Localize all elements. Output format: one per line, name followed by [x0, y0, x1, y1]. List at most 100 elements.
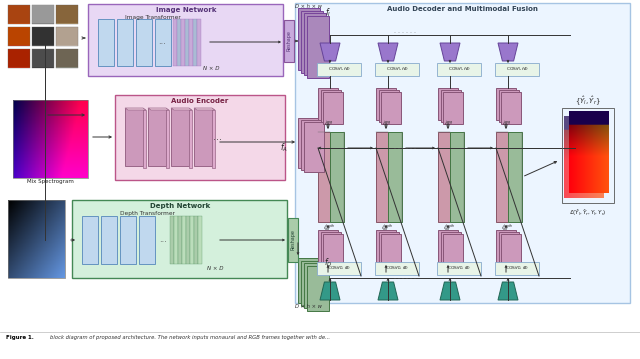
Bar — [318, 88, 338, 120]
Bar — [508, 132, 522, 222]
Bar — [186, 216, 190, 264]
Bar — [189, 110, 192, 168]
Bar — [43, 5, 54, 14]
Polygon shape — [171, 108, 192, 110]
Bar — [378, 90, 399, 122]
Bar — [190, 216, 194, 264]
Text: Reshape: Reshape — [287, 31, 291, 51]
Bar — [155, 19, 171, 66]
Bar — [136, 19, 152, 66]
Bar — [171, 108, 189, 166]
Polygon shape — [148, 108, 169, 110]
Bar — [174, 216, 178, 264]
Bar — [376, 230, 396, 262]
Bar — [8, 27, 30, 46]
Bar — [193, 19, 197, 66]
Bar — [298, 258, 320, 303]
Text: $f^{img}_{att}$: $f^{img}_{att}$ — [502, 118, 512, 130]
Bar — [496, 88, 516, 120]
Text: $\mathrm{COS}(f_D, f_A)$: $\mathrm{COS}(f_D, f_A)$ — [327, 265, 351, 272]
Bar — [301, 10, 323, 73]
Bar — [438, 132, 450, 222]
Bar — [56, 36, 67, 45]
Bar — [56, 5, 67, 14]
Bar — [67, 49, 78, 58]
Bar — [8, 5, 30, 24]
Text: D × h × w: D × h × w — [294, 304, 321, 309]
Bar — [19, 14, 30, 23]
Bar — [8, 27, 19, 36]
Text: Figure 1.: Figure 1. — [6, 336, 36, 340]
Bar — [56, 49, 78, 68]
Bar — [438, 88, 458, 120]
Bar — [378, 232, 399, 264]
Bar — [32, 27, 54, 46]
Bar — [438, 230, 458, 262]
Bar — [298, 118, 318, 168]
Bar — [185, 19, 189, 66]
Bar — [496, 230, 516, 262]
Text: $\mathrm{COS}(f_I, f_A)$: $\mathrm{COS}(f_I, f_A)$ — [506, 66, 529, 73]
Bar — [13, 100, 88, 178]
Bar — [8, 5, 19, 14]
Bar — [501, 234, 521, 266]
Bar — [56, 27, 67, 36]
Bar — [318, 230, 338, 262]
Text: $f^{depth}_{att}$: $f^{depth}_{att}$ — [381, 222, 394, 234]
Polygon shape — [440, 282, 460, 300]
Bar — [115, 95, 285, 180]
Text: $\{\hat{Y}_l, \hat{Y}_r\}$: $\{\hat{Y}_l, \hat{Y}_r\}$ — [575, 94, 601, 107]
Bar — [43, 14, 54, 23]
Bar — [284, 20, 294, 62]
Bar — [388, 132, 402, 222]
Text: Audio Encoder: Audio Encoder — [172, 98, 228, 104]
Bar — [32, 5, 54, 24]
Bar — [43, 58, 54, 67]
Text: $\mathrm{COS}(f_I, f_A)$: $\mathrm{COS}(f_I, f_A)$ — [328, 66, 351, 73]
Bar — [32, 5, 43, 14]
Bar — [495, 262, 539, 275]
Bar — [376, 88, 396, 120]
Bar — [56, 5, 78, 24]
Text: Image Network: Image Network — [156, 7, 216, 13]
Bar — [8, 36, 19, 45]
Text: ...: ... — [158, 37, 166, 47]
Bar — [32, 49, 43, 58]
Polygon shape — [378, 43, 398, 61]
Bar — [72, 200, 287, 278]
Bar — [139, 216, 155, 264]
Bar — [32, 49, 54, 68]
Bar — [317, 63, 361, 76]
Bar — [32, 27, 43, 36]
Bar — [178, 216, 182, 264]
Bar — [318, 132, 330, 222]
Polygon shape — [498, 282, 518, 300]
Text: Mix Spectrogram: Mix Spectrogram — [27, 180, 74, 185]
Bar — [181, 19, 185, 66]
Bar — [499, 90, 518, 122]
Bar — [32, 36, 43, 45]
Bar — [56, 14, 67, 23]
Bar — [375, 63, 419, 76]
Bar — [197, 19, 201, 66]
Text: · · · · · ·: · · · · · · — [394, 145, 416, 150]
Bar — [298, 8, 320, 70]
Text: Image Transformer: Image Transformer — [125, 14, 181, 19]
Bar — [376, 132, 388, 222]
Bar — [148, 108, 166, 166]
Polygon shape — [194, 108, 215, 110]
Bar — [317, 262, 361, 275]
Bar — [19, 49, 30, 58]
Text: D × h × w: D × h × w — [294, 4, 321, 9]
Bar — [212, 110, 215, 168]
Text: $\mathrm{COS}(f_D, f_A)$: $\mathrm{COS}(f_D, f_A)$ — [385, 265, 409, 272]
Bar — [307, 15, 329, 78]
Bar — [562, 108, 614, 203]
Polygon shape — [320, 282, 340, 300]
Bar — [189, 19, 193, 66]
Bar — [307, 266, 329, 311]
Text: $\mathrm{COS}(f_I, f_A)$: $\mathrm{COS}(f_I, f_A)$ — [385, 66, 408, 73]
Text: $\mathcal{L}(\hat{Y}_l, \hat{Y}_r, Y_l, Y_r)$: $\mathcal{L}(\hat{Y}_l, \hat{Y}_r, Y_l, … — [569, 208, 607, 218]
Bar — [177, 19, 181, 66]
Text: $f_D$: $f_D$ — [324, 257, 332, 269]
